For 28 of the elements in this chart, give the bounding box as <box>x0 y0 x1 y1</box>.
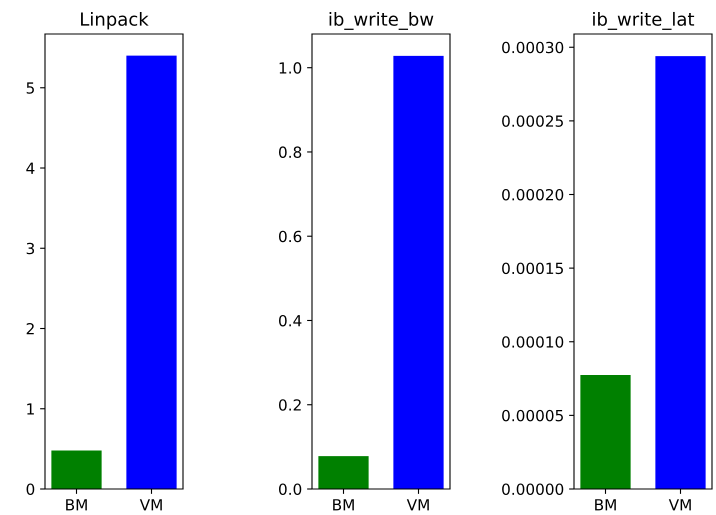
y-tick-label: 3 <box>26 242 34 254</box>
chart-title: ib_write_bw <box>330 12 434 30</box>
x-tick-label: BM <box>333 499 354 510</box>
chart-title: Linpack <box>81 12 149 30</box>
y-tick-label: 0.00000 <box>502 483 564 496</box>
y-tick-label: 0.2 <box>278 399 301 411</box>
x-tick-label: BM <box>66 499 87 510</box>
x-tick-label: VM <box>406 499 429 510</box>
y-tick-label: 5 <box>26 82 34 94</box>
y-tick-label: 0.6 <box>278 230 302 242</box>
y-tick-label: 0.00005 <box>502 410 563 422</box>
y-tick-label: 0.00010 <box>502 336 564 348</box>
y-tick-label: 2 <box>26 322 34 334</box>
y-tick-label: 0.00015 <box>502 262 563 274</box>
y-tick-label: 1.0 <box>280 62 302 74</box>
y-tick-label: 0.00025 <box>502 115 563 127</box>
y-tick-label: 1 <box>27 403 34 415</box>
y-tick-label: 0.00020 <box>502 188 564 201</box>
x-tick-label: VM <box>668 499 691 510</box>
y-tick-label: 0.4 <box>278 314 302 327</box>
y-tick-label: 0 <box>26 483 34 496</box>
y-tick-label: 0.0 <box>278 483 302 496</box>
y-tick-label: 0.8 <box>278 146 302 158</box>
chart-title: ib_write_lat <box>593 12 694 30</box>
x-tick-label: BM <box>595 499 616 510</box>
x-tick-label: VM <box>140 499 162 510</box>
y-tick-label: 0.00030 <box>502 42 564 54</box>
y-tick-label: 4 <box>26 162 34 174</box>
